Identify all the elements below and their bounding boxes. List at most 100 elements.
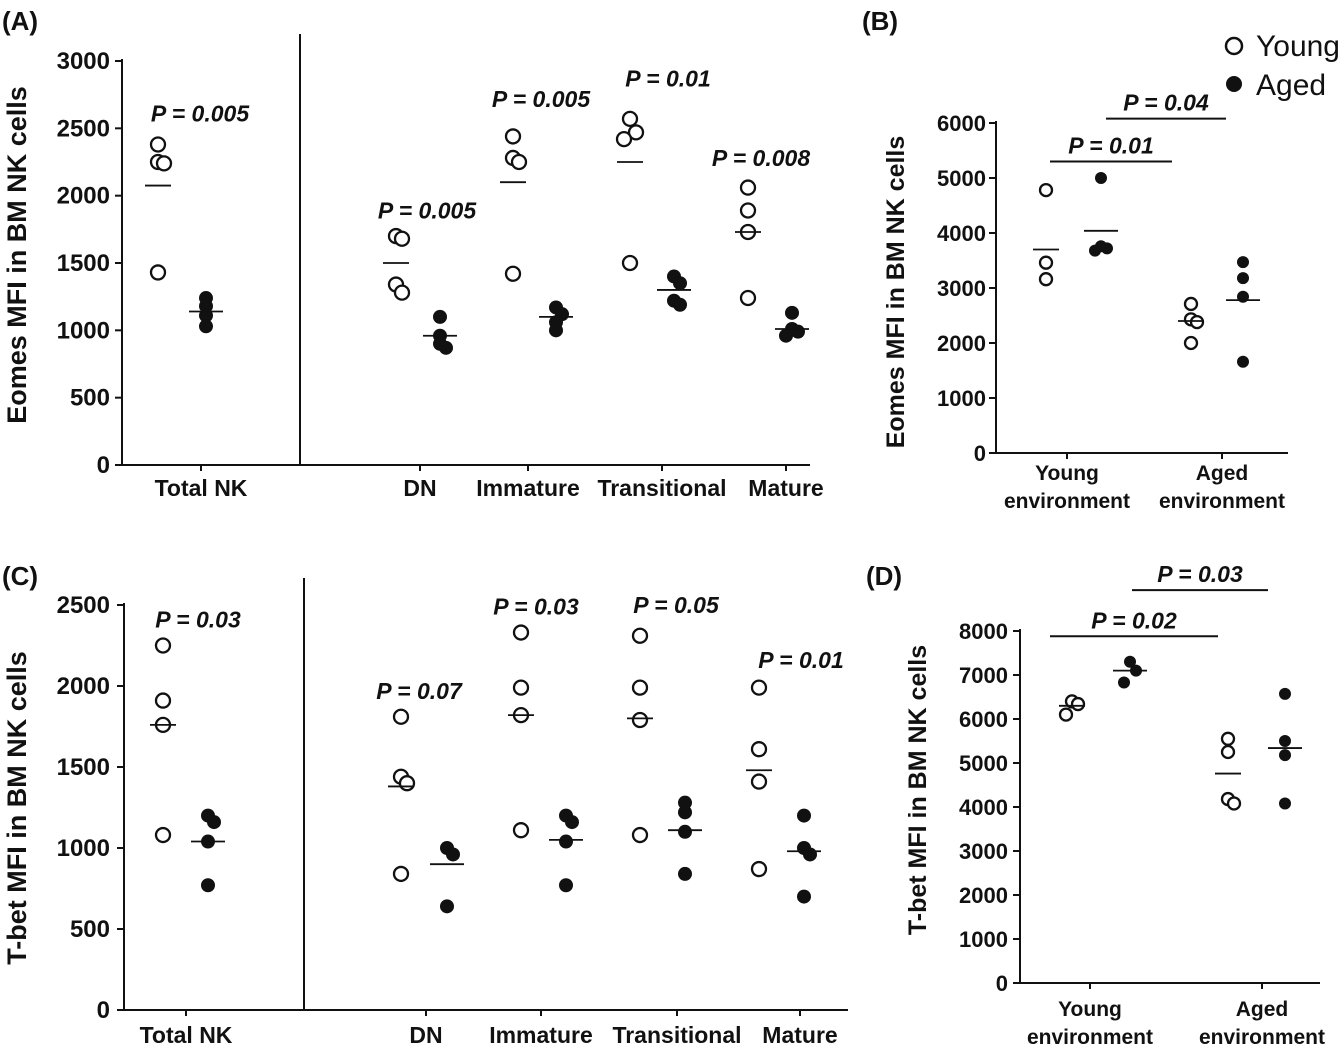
y-tick-label: 3000 (57, 48, 110, 75)
panel-c-tbet-subsets: (C) 0 500 1000 1500 2000 2500 T-bet MFI in BM N… (2, 561, 848, 1048)
aged-data-point (779, 328, 793, 343)
legend-young-label: Young (1256, 30, 1340, 63)
young-data-point (154, 637, 172, 654)
aged-data-point (446, 847, 460, 862)
aged-data-point (549, 323, 563, 338)
aged-data-point (678, 824, 692, 839)
panel-label: (A) (2, 6, 38, 36)
aged-data-point (678, 795, 692, 810)
young-data-point (631, 826, 649, 844)
y-axis-title: Eomes MFI in BM NK cells (2, 86, 32, 424)
x-category-label: environment (1027, 1026, 1153, 1049)
p-value-label: P = 0.005 (151, 101, 250, 127)
young-data-point (750, 679, 768, 696)
young-data-point (504, 265, 522, 282)
panel-b-eomes-environment: (B) 0 1000 2000 3000 4000 5000 6000 Eomes MFI in… (862, 6, 1288, 513)
x-category-label: Mature (762, 1022, 837, 1048)
panel-d-tbet-environment: (D) 0 1000 2000 3000 4000 5000 6000 7000 8000 T-be… (866, 561, 1325, 1049)
aged-data-point (201, 878, 215, 893)
young-data-point (154, 826, 172, 844)
aged-data-point (785, 305, 799, 320)
young-data-point (739, 202, 757, 219)
aged-data-point (559, 878, 573, 893)
young-data-point (393, 230, 411, 247)
y-tick-label: 2000 (937, 331, 986, 356)
aged-data-point (199, 319, 213, 334)
y-tick-label: 4000 (937, 221, 986, 246)
p-value-label: P = 0.03 (493, 594, 579, 620)
aged-data-point (1279, 735, 1291, 747)
y-tick-label: 4000 (959, 795, 1008, 820)
p-value-label: P = 0.03 (155, 607, 241, 633)
aged-data-point (791, 324, 805, 339)
panel-label: (C) (2, 561, 38, 591)
aged-data-point (803, 847, 817, 862)
young-data-point (398, 775, 416, 792)
x-category-label: DN (403, 475, 436, 501)
x-category-label: Transitional (597, 475, 726, 501)
y-axis-title: T-bet MFI in BM NK cells (2, 651, 32, 965)
x-category-label: Total NK (155, 475, 248, 501)
young-data-point (631, 627, 649, 644)
x-category-label: Immature (489, 1022, 593, 1048)
y-axis-title: Eomes MFI in BM NK cells (882, 136, 910, 449)
aged-data-point (1279, 749, 1291, 762)
young-data-point (154, 692, 172, 709)
legend-aged-label: Aged (1256, 69, 1326, 102)
x-category-label: environment (1199, 1026, 1325, 1049)
y-tick-label: 500 (70, 916, 110, 943)
aged-data-point (207, 815, 221, 830)
young-data-point (627, 124, 645, 141)
aged-data-point (440, 899, 454, 914)
aged-data-point (1124, 655, 1136, 668)
aged-data-point (1237, 256, 1249, 269)
y-axis-title: T-bet MFI in BM NK cells (904, 645, 932, 935)
aged-data-point (1118, 676, 1130, 689)
legend: Young Aged (1224, 30, 1340, 102)
aged-data-point (1095, 172, 1107, 184)
x-category-label: Young (1035, 462, 1099, 485)
comparison-p-value: P = 0.01 (1068, 133, 1153, 159)
p-value-label: P = 0.005 (378, 198, 477, 224)
young-data-point (512, 822, 530, 839)
p-value-label: P = 0.07 (376, 678, 463, 704)
young-data-point (631, 711, 649, 729)
young-data-point (1038, 272, 1054, 287)
y-tick-label: 2000 (959, 883, 1008, 908)
aged-data-point (673, 297, 687, 312)
x-category-label: environment (1159, 490, 1285, 513)
x-category-label: Immature (476, 475, 580, 501)
y-tick-label: 2000 (57, 673, 110, 700)
y-tick-label: 2500 (57, 115, 110, 142)
x-category-label: Total NK (140, 1022, 233, 1048)
comparison-p-value: P = 0.03 (1157, 561, 1243, 587)
aged-data-point (1279, 687, 1291, 700)
young-data-point (615, 130, 633, 148)
young-data-point (631, 679, 649, 696)
young-data-point (1070, 696, 1086, 712)
x-category-label: Aged (1236, 998, 1289, 1021)
y-tick-label: 7000 (959, 663, 1008, 688)
young-data-point (1220, 744, 1236, 760)
aged-data-point (1101, 242, 1113, 255)
aged-data-point (439, 340, 453, 355)
young-data-point (1220, 731, 1236, 746)
young-data-point (1038, 255, 1054, 270)
young-data-point (393, 284, 411, 301)
aged-data-point (1279, 797, 1291, 810)
y-tick-label: 2000 (57, 183, 110, 210)
young-data-point (512, 679, 530, 696)
p-value-label: P = 0.01 (758, 647, 843, 673)
young-data-point (739, 289, 757, 307)
young-data-point (621, 110, 639, 128)
y-tick-label: 1000 (937, 386, 986, 411)
y-tick-label: 5000 (959, 751, 1008, 776)
aged-data-point (565, 815, 579, 830)
young-data-point (750, 741, 768, 758)
p-value-label: P = 0.008 (712, 145, 810, 171)
aged-data-point (1237, 355, 1249, 368)
panel-label: (D) (866, 561, 902, 591)
young-data-point (621, 254, 639, 272)
young-data-point (155, 155, 173, 172)
